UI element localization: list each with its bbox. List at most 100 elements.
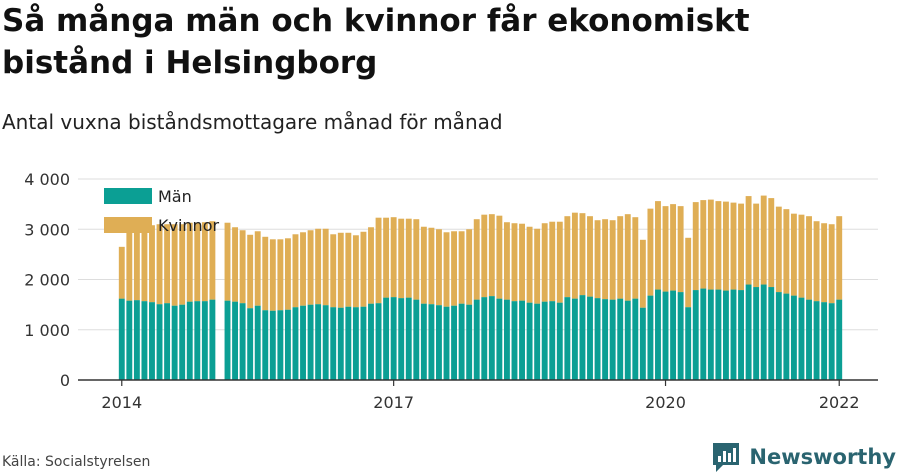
bar-men: [753, 287, 760, 380]
bar-women: [677, 206, 684, 293]
y-tick-label: 0: [60, 371, 70, 390]
bar-men: [821, 302, 828, 380]
bar-men: [307, 304, 314, 380]
bar-women: [602, 219, 609, 300]
bar-women: [481, 214, 488, 298]
bar-women: [738, 203, 744, 291]
bar-women: [186, 222, 193, 302]
bar-men: [186, 301, 193, 380]
bar-men: [632, 298, 639, 380]
bar-men: [571, 298, 578, 380]
brand-name: Newsworthy: [749, 445, 896, 469]
bar-men: [473, 299, 480, 380]
bar-women: [579, 213, 586, 296]
bar-women: [549, 221, 556, 302]
bar-women: [783, 209, 790, 294]
bar-men: [375, 303, 382, 380]
bar-women: [662, 206, 669, 292]
bar-women: [647, 208, 654, 296]
bar-men: [443, 306, 450, 380]
bar-women: [436, 229, 442, 306]
bar-women: [292, 234, 299, 308]
bar-women: [284, 238, 291, 310]
bar-women: [564, 216, 571, 298]
bar-women: [315, 228, 322, 305]
bar-women: [768, 198, 775, 288]
bar-women: [655, 201, 661, 290]
bar-women: [322, 228, 329, 306]
bar-men: [194, 301, 201, 380]
bar-men: [420, 303, 427, 380]
bar-women: [609, 220, 616, 300]
bar-men: [662, 291, 669, 380]
bar-women: [141, 224, 148, 302]
bar-men: [594, 298, 601, 380]
bar-men: [722, 290, 729, 380]
bar-men: [617, 298, 624, 380]
bar-men: [322, 305, 329, 380]
bar-women: [745, 196, 752, 285]
bar-women: [269, 239, 276, 311]
bar-men: [390, 297, 397, 380]
bar-women: [345, 232, 352, 307]
bar-women: [715, 201, 722, 290]
bar-men: [254, 305, 261, 380]
bar-men: [503, 299, 510, 380]
chart-subtitle: Antal vuxna biståndsmottagare månad för …: [2, 110, 503, 134]
legend-label-women: Kvinnor: [158, 216, 219, 235]
y-tick-label: 4 000: [24, 170, 70, 189]
bar-men: [549, 301, 556, 380]
bar-men: [232, 301, 239, 380]
bar-women: [149, 225, 155, 303]
bar-women: [171, 224, 178, 306]
bar-men: [315, 304, 322, 380]
bar-men: [405, 297, 412, 380]
bar-women: [700, 200, 707, 289]
bar-men: [579, 295, 586, 380]
bar-women: [692, 202, 699, 291]
bar-men: [511, 301, 518, 380]
bar-women: [798, 214, 805, 298]
bar-men: [534, 303, 541, 380]
bar-men: [775, 292, 782, 380]
bar-women: [821, 223, 828, 303]
bar-women: [201, 222, 208, 302]
bar-men: [368, 303, 374, 380]
y-tick-label: 3 000: [24, 220, 70, 239]
bar-men: [156, 304, 163, 380]
bar-men: [836, 299, 843, 380]
bar-men: [300, 305, 306, 380]
bar-women: [707, 199, 714, 290]
bar-women: [383, 217, 390, 298]
bar-men: [806, 299, 812, 380]
bar-men: [383, 297, 390, 380]
bar-men: [768, 287, 775, 380]
bar-men: [692, 290, 699, 380]
bar-women: [639, 239, 646, 308]
y-tick-label: 2 000: [24, 271, 70, 290]
bar-men: [519, 300, 525, 380]
bar-women: [587, 216, 593, 297]
bar-men: [783, 293, 790, 380]
bar-men: [564, 297, 571, 380]
bar-women: [556, 221, 563, 303]
bar-men: [587, 296, 593, 380]
bar-women: [179, 224, 186, 305]
bar-women: [458, 231, 465, 304]
bar-men: [813, 301, 820, 380]
bar-men: [284, 309, 291, 380]
bar-men: [798, 297, 805, 380]
bar-women: [526, 226, 533, 303]
bar-men: [496, 298, 503, 380]
bar-women: [390, 217, 397, 298]
bar-women: [443, 232, 450, 307]
chart-area: 0 1 000 2 000 3 000 4 000 2014 2017 2020 2022 M…: [0, 160, 900, 420]
bar-men: [828, 303, 835, 380]
bar-women: [239, 230, 246, 304]
bar-women: [473, 219, 480, 300]
bar-men: [790, 295, 797, 380]
bar-women: [209, 221, 216, 300]
bar-women: [790, 213, 797, 296]
bar-men: [745, 284, 752, 380]
bar-men: [118, 298, 125, 380]
